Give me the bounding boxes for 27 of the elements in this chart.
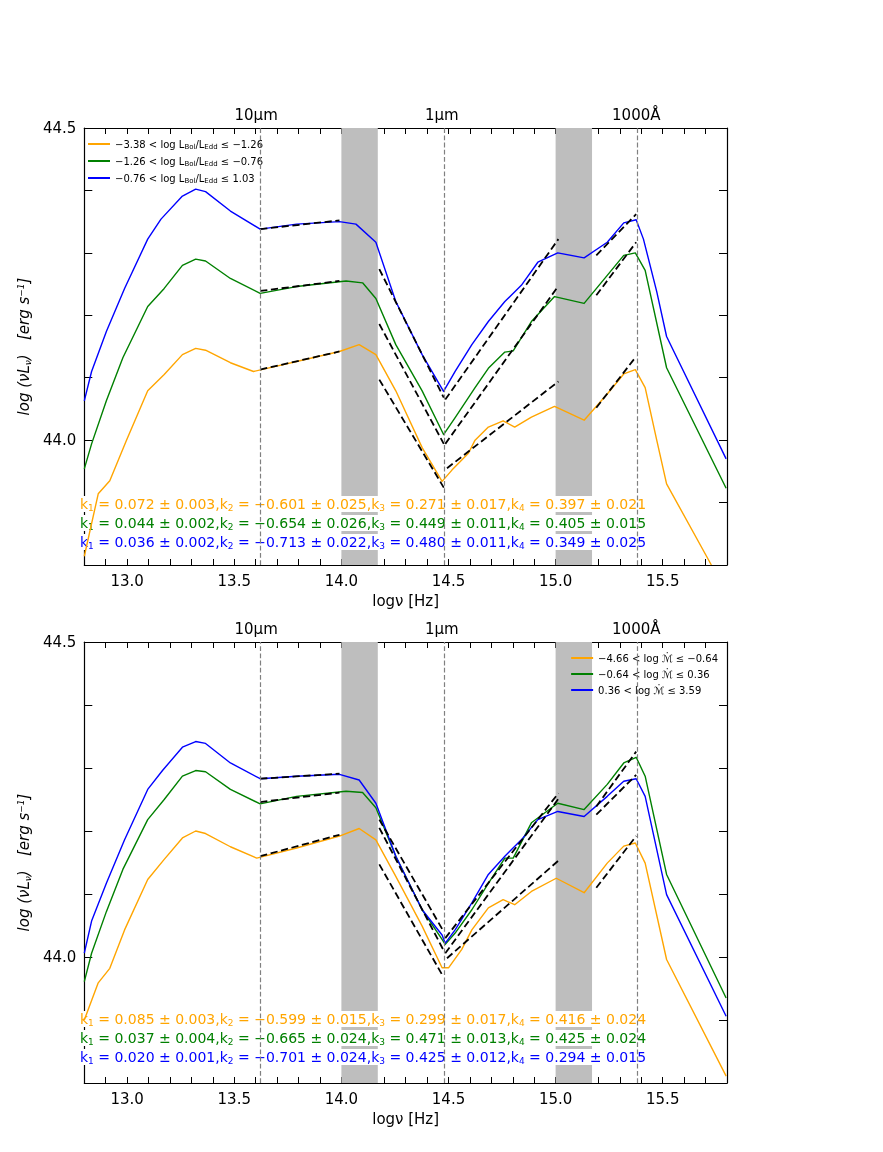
y-tick-label: 44.5 [42,633,77,651]
y-tick-label: 44.0 [42,948,77,966]
x-tick-label: 14.5 [431,1089,466,1108]
x-tick-label: 13.5 [217,571,251,590]
x-tick-label: 13.0 [110,1089,144,1108]
y-axis-title: log (νLν) [erg s−1] [15,793,33,932]
annotation: 1000Å [612,104,662,124]
x-tick-label: 13.0 [110,571,144,590]
x-tick-label: 14.0 [324,1089,359,1108]
x-tick-label: 14.0 [324,571,359,590]
y-axis-title: log (νLν) [erg s−1] [15,277,33,416]
x-axis-title: logν [Hz] [372,591,440,610]
x-tick-label: 15.0 [538,571,573,590]
y-tick-label: 44.0 [42,431,77,450]
x-axis-title: logν [Hz] [372,1109,440,1128]
annotation: 10μm [234,619,278,638]
x-tick-label: 15.5 [646,1089,680,1108]
x-tick-label: 13.5 [217,1089,251,1108]
y-tick-label: 44.5 [42,119,77,137]
annotation: 1μm [425,619,459,638]
annotation: 1μm [425,105,459,124]
legend-label: 0.36 < log ℳ̇ ≤ 3.59 [598,682,702,696]
annotation: 10μm [234,105,278,124]
x-tick-label: 15.0 [538,1089,573,1108]
annotation: 1000Å [612,618,662,638]
x-tick-label: 15.5 [646,571,680,590]
x-tick-label: 14.5 [431,571,466,590]
